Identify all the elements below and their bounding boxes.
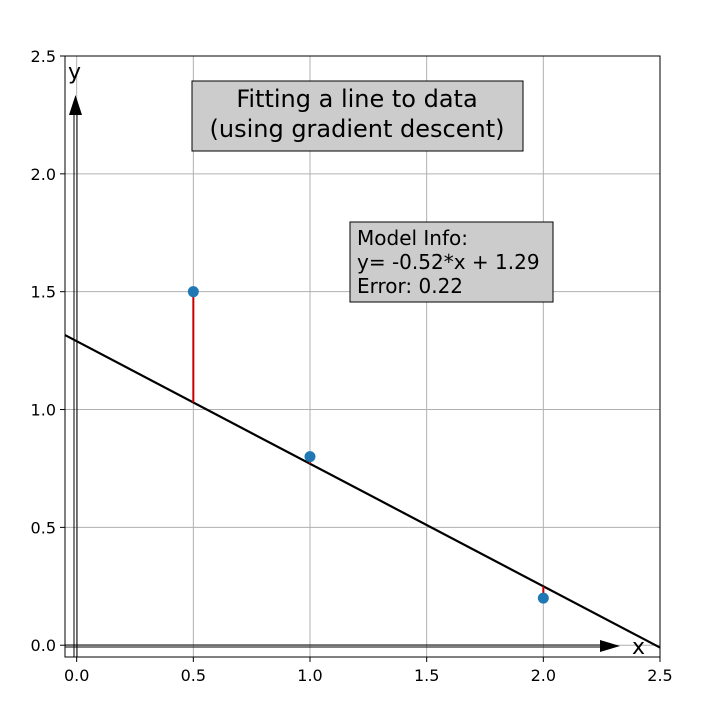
y-tick-label: 2.5: [31, 47, 56, 66]
chart-title-line-2: (using gradient descent): [210, 115, 505, 143]
data-points: [187, 286, 549, 604]
ticks: 0.0 0.5 1.0 1.5 2.0 2.5 0.0 0.5 1.0 1.5 2.0 2.5: [31, 47, 673, 685]
fit-line: [65, 334, 660, 649]
y-tick-label: 1.5: [31, 283, 56, 302]
x-tick-label: 2.0: [531, 666, 556, 685]
axis-arrows: [65, 95, 620, 657]
fit-line-layer: [65, 334, 660, 649]
data-point: [304, 451, 316, 463]
plot-frame: [64, 55, 661, 658]
y-tick-label: 2.0: [31, 165, 56, 184]
data-point: [537, 592, 549, 604]
model-info-line-1: Model Info:: [357, 226, 468, 250]
data-point: [187, 286, 199, 298]
title-box-background: [191, 80, 524, 152]
model-info-line-2: y= -0.52*x + 1.29: [357, 250, 540, 274]
x-tick-label: 1.5: [414, 666, 439, 685]
y-tick-label: 0.5: [31, 518, 56, 537]
model-info-background: [349, 221, 554, 303]
y-axis-arrowhead: [69, 95, 82, 115]
y-axis-label: y: [68, 60, 81, 85]
x-axis-label: x: [632, 635, 645, 660]
x-tick-label: 0.5: [181, 666, 206, 685]
x-axis-arrowhead: [600, 640, 620, 652]
x-tick-label: 0.0: [64, 666, 89, 685]
chart-title-line-1: Fitting a line to data: [236, 85, 477, 113]
title-box: Fitting a line to data (using gradient d…: [191, 80, 524, 152]
y-tick-label: 0.0: [31, 636, 56, 655]
x-tick-label: 1.0: [297, 666, 322, 685]
y-tick-label: 1.0: [31, 401, 56, 420]
residuals: [192, 291, 545, 599]
model-info-line-3: Error: 0.22: [357, 274, 463, 298]
model-info-box: Model Info: y= -0.52*x + 1.29 Error: 0.2…: [349, 221, 554, 303]
x-tick-label: 2.5: [647, 666, 672, 685]
